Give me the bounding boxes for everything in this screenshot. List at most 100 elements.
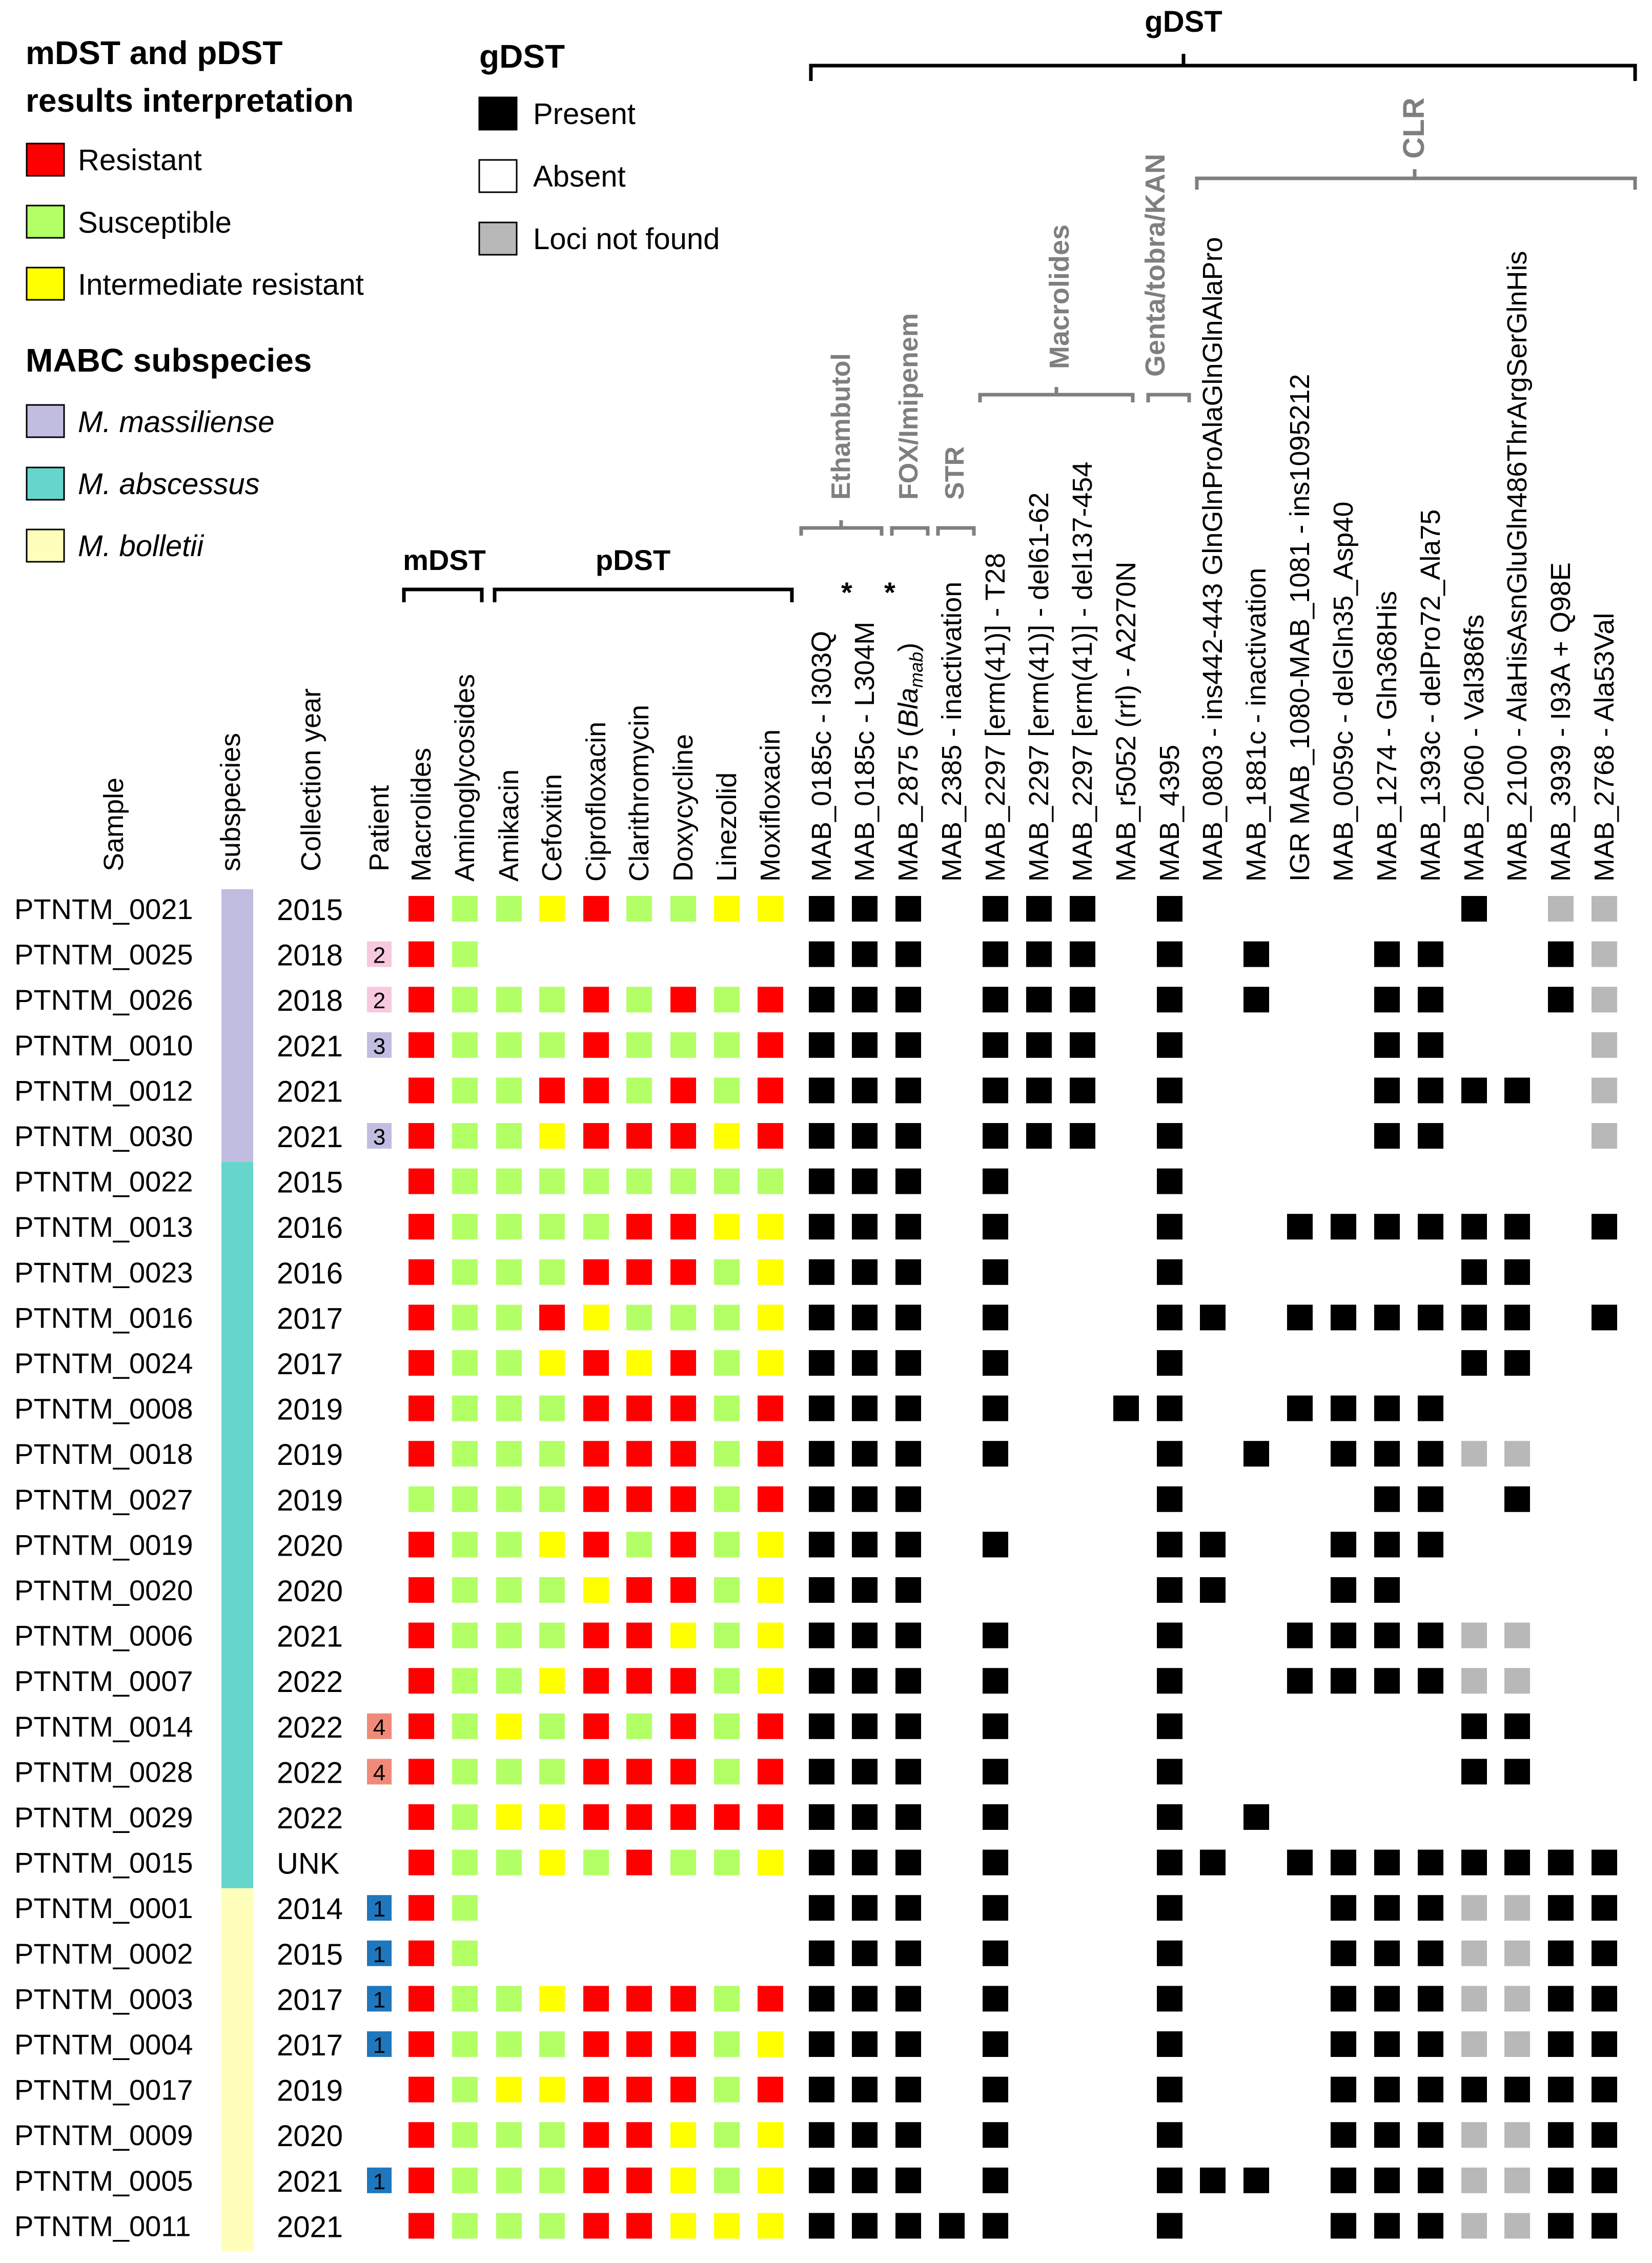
patient-number: 2: [373, 943, 385, 968]
pdst-cell: [496, 896, 522, 922]
gdst-cell: [983, 2122, 1008, 2148]
gdst-cell: [852, 1077, 878, 1104]
gdst-cell: [1331, 1895, 1356, 1921]
gdst-cell: [852, 2076, 878, 2103]
table-row: PTNTM_0027 2019: [14, 1483, 1530, 1517]
pdst-cell: [758, 1304, 783, 1331]
gdst-cell: [1418, 1895, 1443, 1921]
gdst-cell: [809, 2031, 834, 2057]
pdst-cell: [583, 2167, 609, 2193]
legend-present-label: Present: [533, 97, 636, 131]
sample-id: PTNTM_0004: [14, 2028, 193, 2061]
pdst-cell: [583, 1123, 609, 1149]
table-row: PTNTM_0026 2018 2: [14, 984, 1617, 1017]
gdst-cell: [983, 1350, 1008, 1376]
pdst-cell: [670, 1986, 696, 2012]
pdst-cell: [758, 1441, 783, 1467]
patient-badge: [367, 1986, 392, 2012]
gdst-col-header: MAB_2060 - Val386fs: [1459, 615, 1490, 882]
table-row: PTNTM_0018 2019: [14, 1438, 1530, 1472]
sample-id: PTNTM_0027: [14, 1483, 193, 1516]
gdst-cell: [1157, 896, 1182, 922]
gdst-cell: [895, 1304, 921, 1331]
gdst-cell: [852, 1214, 878, 1240]
gdst-cell: [895, 1350, 921, 1376]
gdst-col-header: MAB_0185c - L304M: [849, 622, 880, 882]
pdst-cell: [583, 1214, 609, 1240]
patient-badge: [367, 1895, 392, 1921]
gdst-cell: [895, 1940, 921, 1966]
gdst-cell: [809, 1759, 834, 1785]
pdst-cell: [758, 1077, 783, 1104]
gdst-cell: [983, 1940, 1008, 1966]
pdst-col-header: Amikacin: [494, 769, 524, 882]
pdst-cell: [539, 1668, 565, 1694]
gdst-cell: [1070, 941, 1095, 967]
gdst-cell: [852, 1123, 878, 1149]
gdst-cell: [1331, 2167, 1356, 2193]
pdst-cell: [626, 2167, 652, 2193]
pdst-cell: [539, 2167, 565, 2193]
legend-not-found-label: Loci not found: [533, 222, 720, 256]
pdst-cell: [714, 1077, 740, 1104]
mdst-cell: [409, 2213, 434, 2239]
pdst-cell: [670, 1304, 696, 1331]
gdst-cell: [1592, 2167, 1617, 2193]
pdst-cell: [670, 1486, 696, 1512]
mdst-cell: [452, 2122, 478, 2148]
pdst-cell: [539, 1259, 565, 1285]
mdst-cell: [409, 1395, 434, 1421]
gdst-cell: [1157, 1532, 1182, 1558]
sample-id: PTNTM_0016: [14, 1301, 193, 1334]
gdst-cell: [895, 2076, 921, 2103]
pdst-cell: [670, 1759, 696, 1785]
pdst-cell: [496, 1759, 522, 1785]
gdst-cell: [1592, 2031, 1617, 2057]
gdst-cell: [1157, 2031, 1182, 2057]
mdst-cell: [409, 1849, 434, 1875]
gdst-cell: [1592, 1304, 1617, 1331]
pdst-cell: [670, 1577, 696, 1603]
gdst-col-header: MAB_3939 - I93A + Q98E: [1545, 562, 1576, 882]
pdst-cell: [496, 2213, 522, 2239]
gdst-cell: [1374, 941, 1400, 967]
mdst-cell: [452, 1849, 478, 1875]
collection-year: 2017: [277, 2029, 343, 2062]
table-row: PTNTM_0014 2022 4: [14, 1710, 1530, 1744]
table-row: PTNTM_0028 2022 4: [14, 1756, 1530, 1789]
gdst-cell: [1418, 1622, 1443, 1648]
legend-swatch-massiliense: [26, 404, 65, 438]
gdst-cell: [983, 2167, 1008, 2193]
gdst-cell: [895, 1168, 921, 1194]
gdst-cell: [1374, 1986, 1400, 2012]
gdst-cell: [852, 2167, 878, 2193]
gdst-cell: [1592, 1895, 1617, 1921]
gdst-cell: [1157, 1713, 1182, 1739]
gdst-cell: [1592, 1032, 1617, 1058]
collection-year: 2015: [277, 893, 343, 927]
pdst-cell: [583, 1304, 609, 1331]
gdst-cell: [1418, 1668, 1443, 1694]
gdst-cell: [1504, 1214, 1530, 1240]
gdst-cell: [809, 1986, 834, 2012]
gdst-cell: [1461, 896, 1487, 922]
gdst-cell: [1418, 1486, 1443, 1512]
gdst-col-header: MAB_2100 - AlaHisAsnGluGln486ThrArgSerGl…: [1502, 251, 1533, 882]
collection-year: 2021: [277, 2165, 343, 2198]
gdst-cell: [895, 1849, 921, 1875]
pdst-cell: [496, 1668, 522, 1694]
gdst-cell: [1070, 987, 1095, 1013]
pdst-cell: [539, 1849, 565, 1875]
pdst-cell: [714, 1259, 740, 1285]
subspecies-header: subspecies: [215, 733, 246, 871]
gdst-cell: [895, 1077, 921, 1104]
pdst-cell: [758, 1532, 783, 1558]
gdst-cell: [1504, 1441, 1530, 1467]
gdst-cell: [983, 1304, 1008, 1331]
gdst-cell: [852, 2213, 878, 2239]
table-row: PTNTM_0021 2015: [14, 893, 1617, 927]
gdst-header: gDST: [1145, 5, 1222, 38]
gdst-cell: [895, 987, 921, 1013]
pdst-cell: [496, 1622, 522, 1648]
gdst-cell: [1374, 1486, 1400, 1512]
